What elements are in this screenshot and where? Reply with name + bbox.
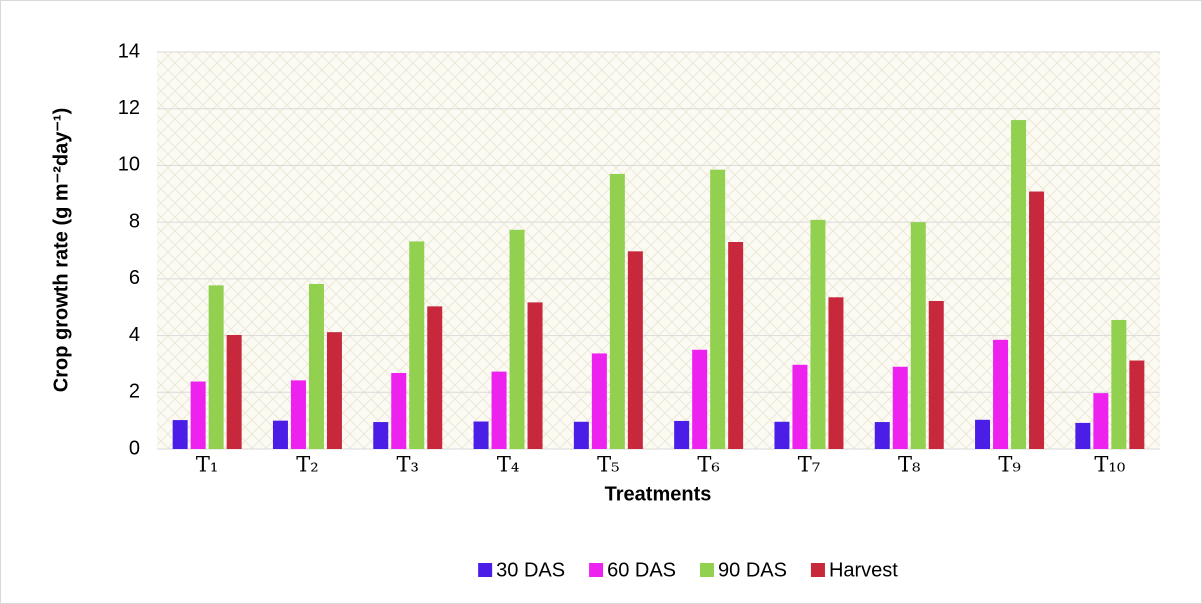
bar xyxy=(928,300,944,449)
bar xyxy=(609,173,625,449)
bar xyxy=(409,241,425,449)
bar xyxy=(226,335,242,449)
x-tick-label: T₇ xyxy=(798,453,820,477)
bar xyxy=(1011,120,1027,450)
bar xyxy=(993,339,1009,449)
legend-swatch xyxy=(810,563,825,577)
bar xyxy=(710,169,726,450)
bar xyxy=(208,285,224,449)
bar xyxy=(290,380,306,449)
bar xyxy=(874,422,890,449)
legend-label: 90 DAS xyxy=(718,559,787,581)
y-tick-label: 0 xyxy=(129,437,140,459)
bar xyxy=(591,353,607,449)
x-tick-label: T₉ xyxy=(998,453,1020,477)
bar xyxy=(728,241,744,449)
bar xyxy=(373,422,389,449)
legend-label: Harvest xyxy=(829,559,898,581)
bar xyxy=(308,283,324,449)
bar xyxy=(774,421,790,449)
y-tick-label: 6 xyxy=(129,267,140,289)
x-axis-title: Treatments xyxy=(605,483,712,505)
legend-swatch xyxy=(589,563,604,577)
bar xyxy=(527,302,543,449)
bar xyxy=(674,420,690,449)
bar xyxy=(975,419,991,449)
bar xyxy=(692,349,708,449)
bar xyxy=(491,371,507,449)
bar xyxy=(627,251,643,449)
bar xyxy=(1075,422,1091,449)
bar xyxy=(509,229,525,449)
y-tick-label: 12 xyxy=(118,97,140,119)
bar xyxy=(810,219,826,449)
y-tick-label: 4 xyxy=(129,324,140,346)
bar xyxy=(892,366,908,449)
bar xyxy=(190,381,206,449)
bar xyxy=(1111,319,1127,449)
bar xyxy=(326,332,342,449)
x-tick-label: T₄ xyxy=(497,453,519,477)
plot-area xyxy=(157,52,1160,449)
y-axis-title: Crop growth rate (g m⁻²day⁻¹) xyxy=(50,108,72,392)
bar xyxy=(272,420,288,449)
bar xyxy=(391,373,407,449)
x-tick-label: T₆ xyxy=(697,453,719,477)
legend-swatch xyxy=(478,563,493,577)
bar xyxy=(172,420,188,449)
y-tick-label: 10 xyxy=(118,154,140,176)
bar xyxy=(473,421,489,449)
x-tick-label: T₂ xyxy=(296,453,318,477)
bar xyxy=(910,222,926,449)
bar xyxy=(1129,360,1145,449)
x-tick-label: T₃ xyxy=(397,453,419,477)
x-tick-label: T₅ xyxy=(597,453,619,477)
y-tick-label: 2 xyxy=(129,381,140,403)
bar xyxy=(427,306,443,449)
x-tick-label: T₈ xyxy=(898,453,920,477)
bar xyxy=(1093,393,1109,449)
legend-label: 30 DAS xyxy=(496,559,565,581)
legend: 30 DAS 60 DAS 90 DAS Harvest xyxy=(478,559,898,581)
bar xyxy=(573,421,589,449)
legend-label: 60 DAS xyxy=(607,559,676,581)
x-tick-label: T₁ xyxy=(196,453,218,477)
y-tick-label: 8 xyxy=(129,210,140,232)
x-tick-label: T₁₀ xyxy=(1094,453,1125,477)
bar xyxy=(828,297,844,449)
legend-swatch xyxy=(700,563,715,577)
y-tick-label: 14 xyxy=(118,40,140,62)
bar xyxy=(1029,191,1045,449)
bar xyxy=(792,364,808,449)
